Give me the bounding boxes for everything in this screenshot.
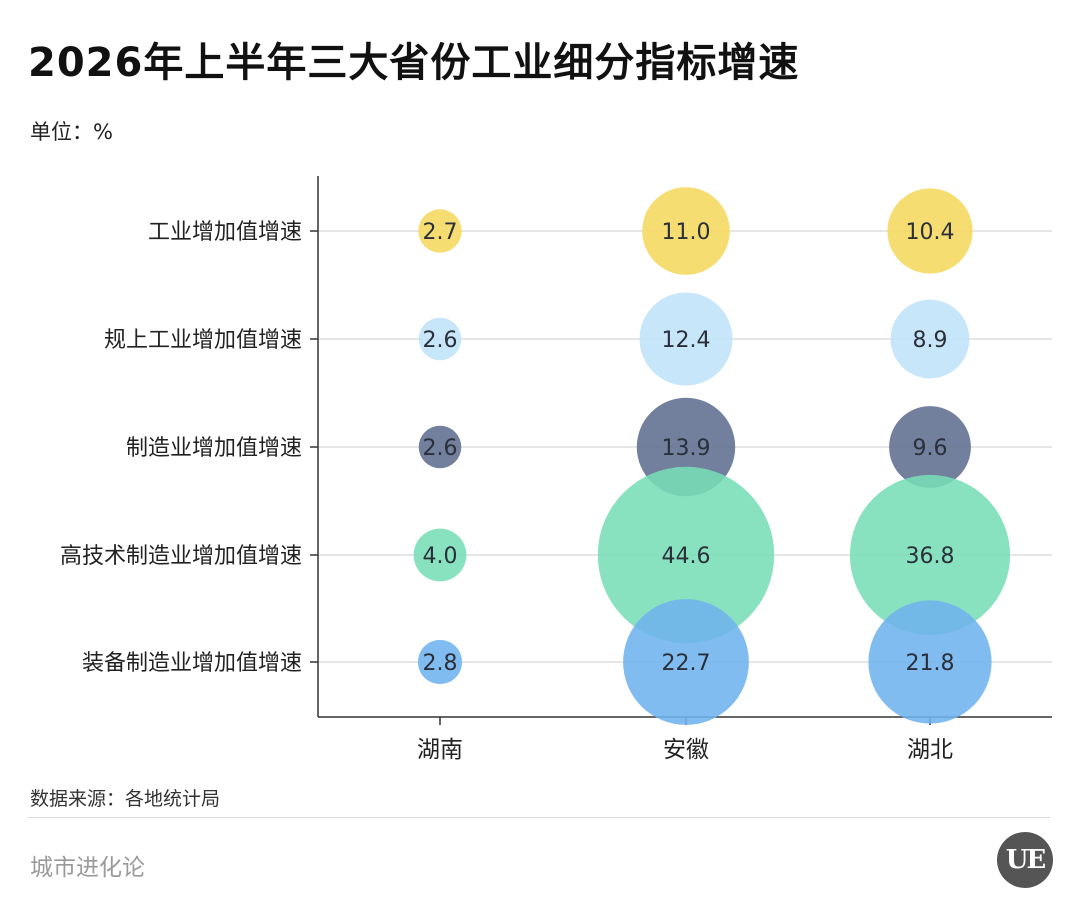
unit-label: 单位：% [30, 120, 113, 144]
bubble-chart: 工业增加值增速规上工业增加值增速制造业增加值增速高技术制造业增加值增速装备制造业… [60, 176, 1052, 763]
data-label: 22.7 [662, 651, 711, 676]
bubble [597, 466, 775, 644]
bubble [868, 600, 992, 724]
data-label: 36.8 [906, 544, 955, 569]
bubble [889, 406, 971, 488]
bubble [849, 474, 1011, 636]
data-label: 21.8 [906, 651, 955, 676]
footer-divider [28, 817, 1050, 818]
data-label: 4.0 [423, 544, 458, 569]
y-tick-label: 高技术制造业增加值增速 [60, 544, 302, 569]
data-label: 2.8 [423, 651, 458, 676]
y-tick-label: 制造业增加值增速 [126, 436, 302, 461]
bubble [623, 599, 749, 725]
data-label: 13.9 [662, 436, 711, 461]
bubble [887, 188, 973, 274]
brand-name: 城市进化论 [30, 855, 145, 881]
bubble [418, 209, 462, 253]
data-label: 2.7 [423, 220, 458, 245]
data-label: 12.4 [662, 328, 711, 353]
data-label: 9.6 [913, 436, 948, 461]
bubble [418, 425, 462, 469]
data-label: 11.0 [662, 220, 711, 245]
data-label: 10.4 [906, 220, 955, 245]
chart-title: 2026年上半年三大省份工业细分指标增速 [28, 40, 800, 86]
data-label: 2.6 [423, 436, 458, 461]
bubble [890, 299, 970, 379]
y-tick-label: 装备制造业增加值增速 [82, 651, 302, 676]
y-tick-label: 规上工业增加值增速 [104, 328, 302, 353]
brand-logo: UE [997, 832, 1053, 888]
bubble [642, 187, 730, 275]
bubble [413, 528, 467, 582]
data-source: 数据来源：各地统计局 [30, 788, 221, 810]
x-tick-label: 湖南 [417, 737, 463, 763]
y-tick-label: 工业增加值增速 [148, 220, 302, 245]
data-label: 8.9 [913, 328, 948, 353]
x-tick-label: 安徽 [663, 737, 709, 763]
data-label: 44.6 [662, 544, 711, 569]
bubble [418, 317, 462, 361]
data-label: 2.6 [423, 328, 458, 353]
bubble [417, 639, 463, 685]
x-tick-label: 湖北 [907, 737, 953, 763]
bubble [639, 292, 733, 386]
